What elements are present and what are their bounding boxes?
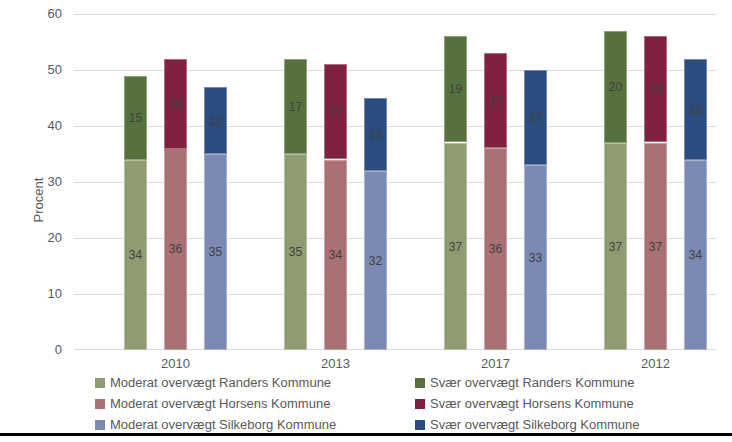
bar-segment: 17: [324, 64, 347, 159]
bar-segment: 35: [204, 154, 227, 350]
bar-segment: 18: [684, 59, 707, 160]
bar-segment-label: 17: [325, 105, 346, 119]
legend-label: Moderat overvægt Silkeborg Kommune: [110, 417, 336, 432]
bar-segment-label: 37: [445, 240, 466, 254]
x-axis-tick-label: 2013: [301, 356, 371, 371]
bar-segment: 36: [164, 148, 187, 350]
bar-segment-label: 33: [525, 251, 546, 265]
legend-swatch: [415, 378, 425, 388]
bar-segment-label: 37: [605, 240, 626, 254]
legend-swatch: [415, 420, 425, 430]
bar-segment-label: 34: [685, 248, 706, 262]
bar-segment-label: 36: [485, 242, 506, 256]
bar-segment-label: 17: [485, 94, 506, 108]
bar-segment-label: 32: [365, 254, 386, 268]
legend-swatch: [415, 399, 425, 409]
x-axis-tick-label: 2017: [461, 356, 531, 371]
y-axis-tick-label: 60: [0, 6, 62, 21]
legend-swatch: [95, 420, 105, 430]
bar-segment: 15: [124, 76, 147, 160]
bar-segment-label: 34: [325, 248, 346, 262]
legend-label: Svær overvægt Horsens Kommune: [430, 396, 634, 411]
bar-segment: 16: [164, 59, 187, 149]
bar-segment: 32: [364, 171, 387, 350]
bar-segment: 17: [284, 59, 307, 154]
bar-segment-label: 18: [685, 103, 706, 117]
legend-item: Moderat overvægt Silkeborg Kommune: [95, 416, 336, 433]
bar-segment-label: 17: [525, 111, 546, 125]
bar-segment: 34: [124, 160, 147, 350]
bar-segment-label: 36: [165, 242, 186, 256]
legend-item: Moderat overvægt Horsens Kommune: [95, 395, 330, 412]
legend-item: Svær overvægt Silkeborg Kommune: [415, 416, 640, 433]
legend-swatch: [95, 399, 105, 409]
bar-segment: 37: [444, 143, 467, 350]
bar-segment: 12: [204, 87, 227, 154]
bar-segment: 34: [324, 160, 347, 350]
legend-label: Moderat overvægt Randers Kommune: [110, 375, 331, 390]
x-axis-tick-label: 2012: [621, 356, 691, 371]
bar-segment-label: 15: [125, 111, 146, 125]
bar-segment: 19: [644, 36, 667, 142]
y-axis-tick-label: 10: [0, 286, 62, 301]
y-axis-tick-label: 30: [0, 174, 62, 189]
y-axis-tick-label: 20: [0, 230, 62, 245]
bar-segment-label: 35: [205, 245, 226, 259]
legend-item: Svær overvægt Horsens Kommune: [415, 395, 634, 412]
bar-segment-label: 35: [285, 245, 306, 259]
bar-segment-label: 34: [125, 248, 146, 262]
bar-segment: 37: [604, 143, 627, 350]
legend-label: Svær overvægt Randers Kommune: [430, 375, 634, 390]
y-axis-tick-label: 40: [0, 118, 62, 133]
bar-segment: 35: [284, 154, 307, 350]
bar-segment: 17: [484, 53, 507, 148]
bar-segment-label: 37: [645, 240, 666, 254]
bar-segment-label: 19: [445, 82, 466, 96]
bar-segment: 37: [644, 143, 667, 350]
bar-segment: 33: [524, 165, 547, 350]
bar-segment: 19: [444, 36, 467, 142]
bar-segment-label: 13: [365, 128, 386, 142]
bar-segment: 13: [364, 98, 387, 171]
y-axis-tick-label: 0: [0, 342, 62, 357]
bar-segment: 20: [604, 31, 627, 143]
legend-label: Svær overvægt Silkeborg Kommune: [430, 417, 640, 432]
gridline: [74, 14, 716, 15]
bar-segment: 34: [684, 160, 707, 350]
legend-swatch: [95, 378, 105, 388]
legend-item: Moderat overvægt Randers Kommune: [95, 374, 331, 391]
y-axis-tick-label: 50: [0, 62, 62, 77]
bar-segment-label: 19: [645, 82, 666, 96]
legend-item: Svær overvægt Randers Kommune: [415, 374, 634, 391]
bar-segment-label: 12: [205, 114, 226, 128]
bar-segment: 36: [484, 148, 507, 350]
plot-area: 34 15 36 16 35 12 35 17 34 17 32 13 37 19 36 17 33 17 37 20…: [74, 14, 716, 350]
x-axis-tick-label: 2010: [141, 356, 211, 371]
stacked-bar-chart: Procent 34153616351235173417321337193617…: [0, 0, 732, 442]
bottom-border-line: [0, 433, 732, 436]
bar-segment: 17: [524, 70, 547, 165]
bar-segment-label: 20: [605, 80, 626, 94]
legend-label: Moderat overvægt Horsens Kommune: [110, 396, 330, 411]
bar-segment-label: 17: [285, 100, 306, 114]
bar-segment-label: 16: [165, 97, 186, 111]
